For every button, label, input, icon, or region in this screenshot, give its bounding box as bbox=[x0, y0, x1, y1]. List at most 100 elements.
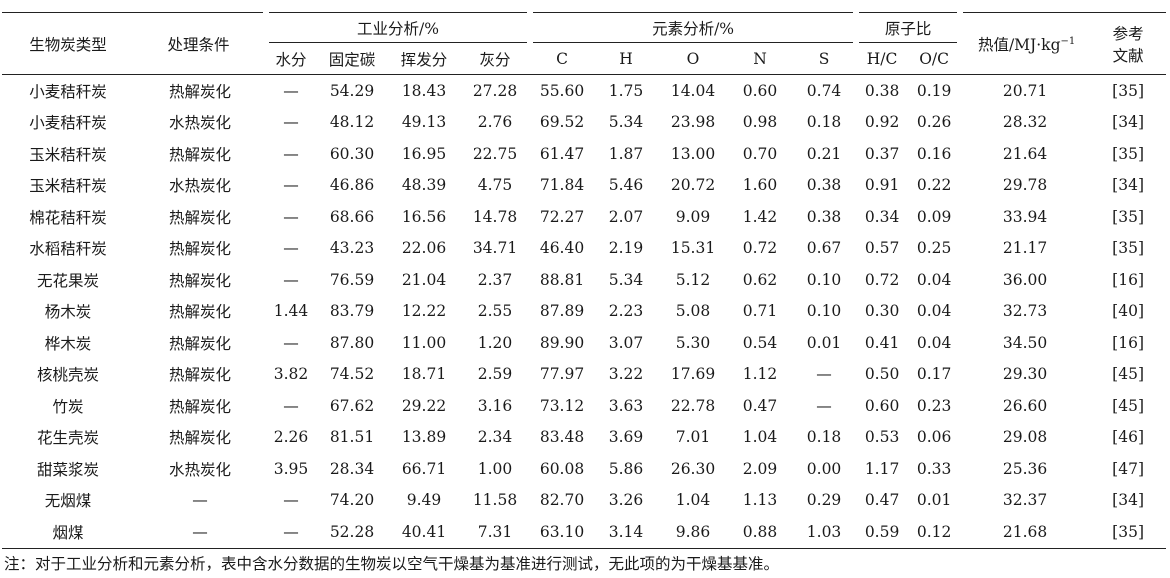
table-row: 无烟煤 — — 74.20 9.49 11.58 82.70 3.26 1.04 1.13 0.29… bbox=[2, 485, 1166, 517]
cell-moisture: — bbox=[283, 207, 299, 226]
cell-hydrogen: 1.87 bbox=[608, 144, 644, 163]
header-carbon: C bbox=[530, 42, 595, 75]
cell-carbon: 71.84 bbox=[539, 176, 585, 195]
cell-hydrogen: 3.22 bbox=[608, 365, 644, 384]
cell-heating-value: 25.36 bbox=[1002, 459, 1048, 478]
cell-sulfur: 0.21 bbox=[806, 144, 842, 163]
cell-sulfur: 0.01 bbox=[806, 333, 842, 352]
cell-treatment-condition: 热解炭化 bbox=[168, 397, 231, 416]
table-row: 花生壳炭 热解炭化 2.26 81.51 13.89 2.34 83.48 3.69 7.01 1… bbox=[2, 422, 1166, 454]
cell-sulfur: 0.67 bbox=[806, 239, 842, 258]
header-hydrogen: H bbox=[594, 42, 659, 75]
cell-nitrogen: 0.70 bbox=[742, 144, 778, 163]
cell-sulfur: 0.38 bbox=[806, 207, 842, 226]
cell-heating-value: 33.94 bbox=[1002, 207, 1048, 226]
table-row: 桦木炭 热解炭化 — 87.80 11.00 1.20 89.90 3.07 5.30 0.54 0… bbox=[2, 327, 1166, 359]
cell-h-c-ratio: 0.47 bbox=[864, 491, 900, 510]
cell-oxygen: 20.72 bbox=[670, 176, 716, 195]
cell-treatment-condition: 热解炭化 bbox=[168, 271, 231, 290]
cell-oxygen: 1.04 bbox=[675, 491, 711, 510]
header-biochar-type: 生物炭类型 bbox=[2, 12, 134, 75]
cell-ash: 27.28 bbox=[472, 81, 518, 100]
cell-carbon: 55.60 bbox=[539, 81, 585, 100]
cell-o-c-ratio: 0.16 bbox=[916, 144, 952, 163]
cell-ash: 4.75 bbox=[477, 176, 513, 195]
cell-treatment-condition: — bbox=[134, 516, 266, 549]
cell-fixed-carbon: 81.51 bbox=[329, 428, 375, 447]
cell-treatment-condition: 热解炭化 bbox=[168, 145, 231, 164]
cell-moisture: — bbox=[283, 144, 299, 163]
cell-o-c-ratio: 0.25 bbox=[916, 239, 952, 258]
cell-ash: 1.00 bbox=[477, 459, 513, 478]
cell-h-c-ratio: 0.59 bbox=[856, 516, 909, 549]
cell-reference: [35] bbox=[1112, 239, 1144, 258]
heating-value-exponent: −1 bbox=[1060, 35, 1076, 47]
cell-sulfur: — bbox=[816, 365, 832, 384]
cell-volatile-matter: 12.22 bbox=[401, 302, 447, 321]
cell-reference: [45] bbox=[1112, 365, 1144, 384]
cell-treatment-condition: 热解炭化 bbox=[168, 429, 231, 448]
cell-heating-value: 21.64 bbox=[1002, 144, 1048, 163]
cell-o-c-ratio: 0.19 bbox=[916, 81, 952, 100]
cell-reference: [34] bbox=[1112, 113, 1144, 132]
cell-nitrogen: 0.62 bbox=[742, 270, 778, 289]
header-o-c-ratio: O/C bbox=[908, 42, 961, 75]
cell-hydrogen: 3.26 bbox=[608, 491, 644, 510]
table-body: 小麦秸秆炭 热解炭化 —54.29 18.43 27.28 55.60 1.75 14.04 0… bbox=[2, 75, 1167, 549]
cell-o-c-ratio: 0.04 bbox=[916, 333, 952, 352]
cell-oxygen: 9.09 bbox=[675, 207, 711, 226]
cell-moisture: — bbox=[266, 516, 316, 549]
cell-h-c-ratio: 0.38 bbox=[864, 81, 900, 100]
cell-moisture: 3.95 bbox=[273, 459, 309, 478]
cell-volatile-matter: 18.71 bbox=[401, 365, 447, 384]
cell-carbon: 73.12 bbox=[539, 396, 585, 415]
cell-biochar-type: 小麦秸秆炭 bbox=[29, 114, 107, 133]
cell-oxygen: 22.78 bbox=[670, 396, 716, 415]
cell-reference: [34] bbox=[1112, 176, 1144, 195]
cell-carbon: 69.52 bbox=[539, 113, 585, 132]
cell-treatment-condition: 热解炭化 bbox=[168, 208, 231, 227]
cell-carbon: 82.70 bbox=[539, 491, 585, 510]
cell-fixed-carbon: 87.80 bbox=[329, 333, 375, 352]
cell-reference: [35] bbox=[1090, 516, 1167, 549]
cell-hydrogen: 2.19 bbox=[608, 239, 644, 258]
table-row: 甜菜浆炭 水热炭化 3.95 28.34 66.71 1.00 60.08 5.86 26.30… bbox=[2, 453, 1166, 485]
table-header: 生物炭类型 处理条件 工业分析/% 元素分析/% 原子比 热值/MJ·kg−1 … bbox=[2, 12, 1167, 75]
cell-oxygen: 17.69 bbox=[670, 365, 716, 384]
cell-biochar-type: 水稻秸秆炭 bbox=[29, 240, 107, 259]
cell-fixed-carbon: 46.86 bbox=[329, 176, 375, 195]
table-row: 竹炭 热解炭化 — 67.62 29.22 3.16 73.12 3.63 22.78 0.47 —… bbox=[2, 390, 1166, 422]
cell-treatment-condition: 水热炭化 bbox=[168, 460, 231, 479]
cell-reference: [16] bbox=[1112, 270, 1144, 289]
cell-h-c-ratio: 0.30 bbox=[864, 302, 900, 321]
cell-o-c-ratio: 0.04 bbox=[916, 270, 952, 289]
cell-ash: 3.16 bbox=[477, 396, 513, 415]
cell-heating-value: 28.32 bbox=[1002, 113, 1048, 132]
cell-carbon: 87.89 bbox=[539, 302, 585, 321]
cell-biochar-type: 棉花秸秆炭 bbox=[29, 208, 107, 227]
cell-biochar-type: 花生壳炭 bbox=[36, 429, 99, 448]
cell-oxygen: 26.30 bbox=[670, 459, 716, 478]
cell-volatile-matter: 66.71 bbox=[401, 459, 447, 478]
cell-nitrogen: 0.98 bbox=[742, 113, 778, 132]
cell-h-c-ratio: 0.34 bbox=[864, 207, 900, 226]
cell-fixed-carbon: 48.12 bbox=[329, 113, 375, 132]
header-ash: 灰分 bbox=[460, 42, 531, 75]
cell-o-c-ratio: 0.06 bbox=[916, 428, 952, 447]
header-heating-value: 热值/MJ·kg−1 bbox=[960, 12, 1091, 75]
cell-moisture: 2.26 bbox=[273, 428, 309, 447]
cell-ash: 2.76 bbox=[477, 113, 513, 132]
cell-moisture: 3.82 bbox=[273, 365, 309, 384]
header-nitrogen: N bbox=[728, 42, 793, 75]
cell-fixed-carbon: 28.34 bbox=[329, 459, 375, 478]
cell-hydrogen: 5.46 bbox=[608, 176, 644, 195]
cell-biochar-type: 小麦秸秆炭 bbox=[29, 82, 107, 101]
cell-h-c-ratio: 1.17 bbox=[864, 459, 900, 478]
cell-carbon: 72.27 bbox=[539, 207, 585, 226]
cell-volatile-matter: 49.13 bbox=[401, 113, 447, 132]
cell-volatile-matter: 11.00 bbox=[401, 333, 447, 352]
cell-moisture: — bbox=[283, 396, 299, 415]
cell-nitrogen: 0.47 bbox=[742, 396, 778, 415]
cell-nitrogen: 0.71 bbox=[742, 302, 778, 321]
cell-sulfur: 0.38 bbox=[806, 176, 842, 195]
